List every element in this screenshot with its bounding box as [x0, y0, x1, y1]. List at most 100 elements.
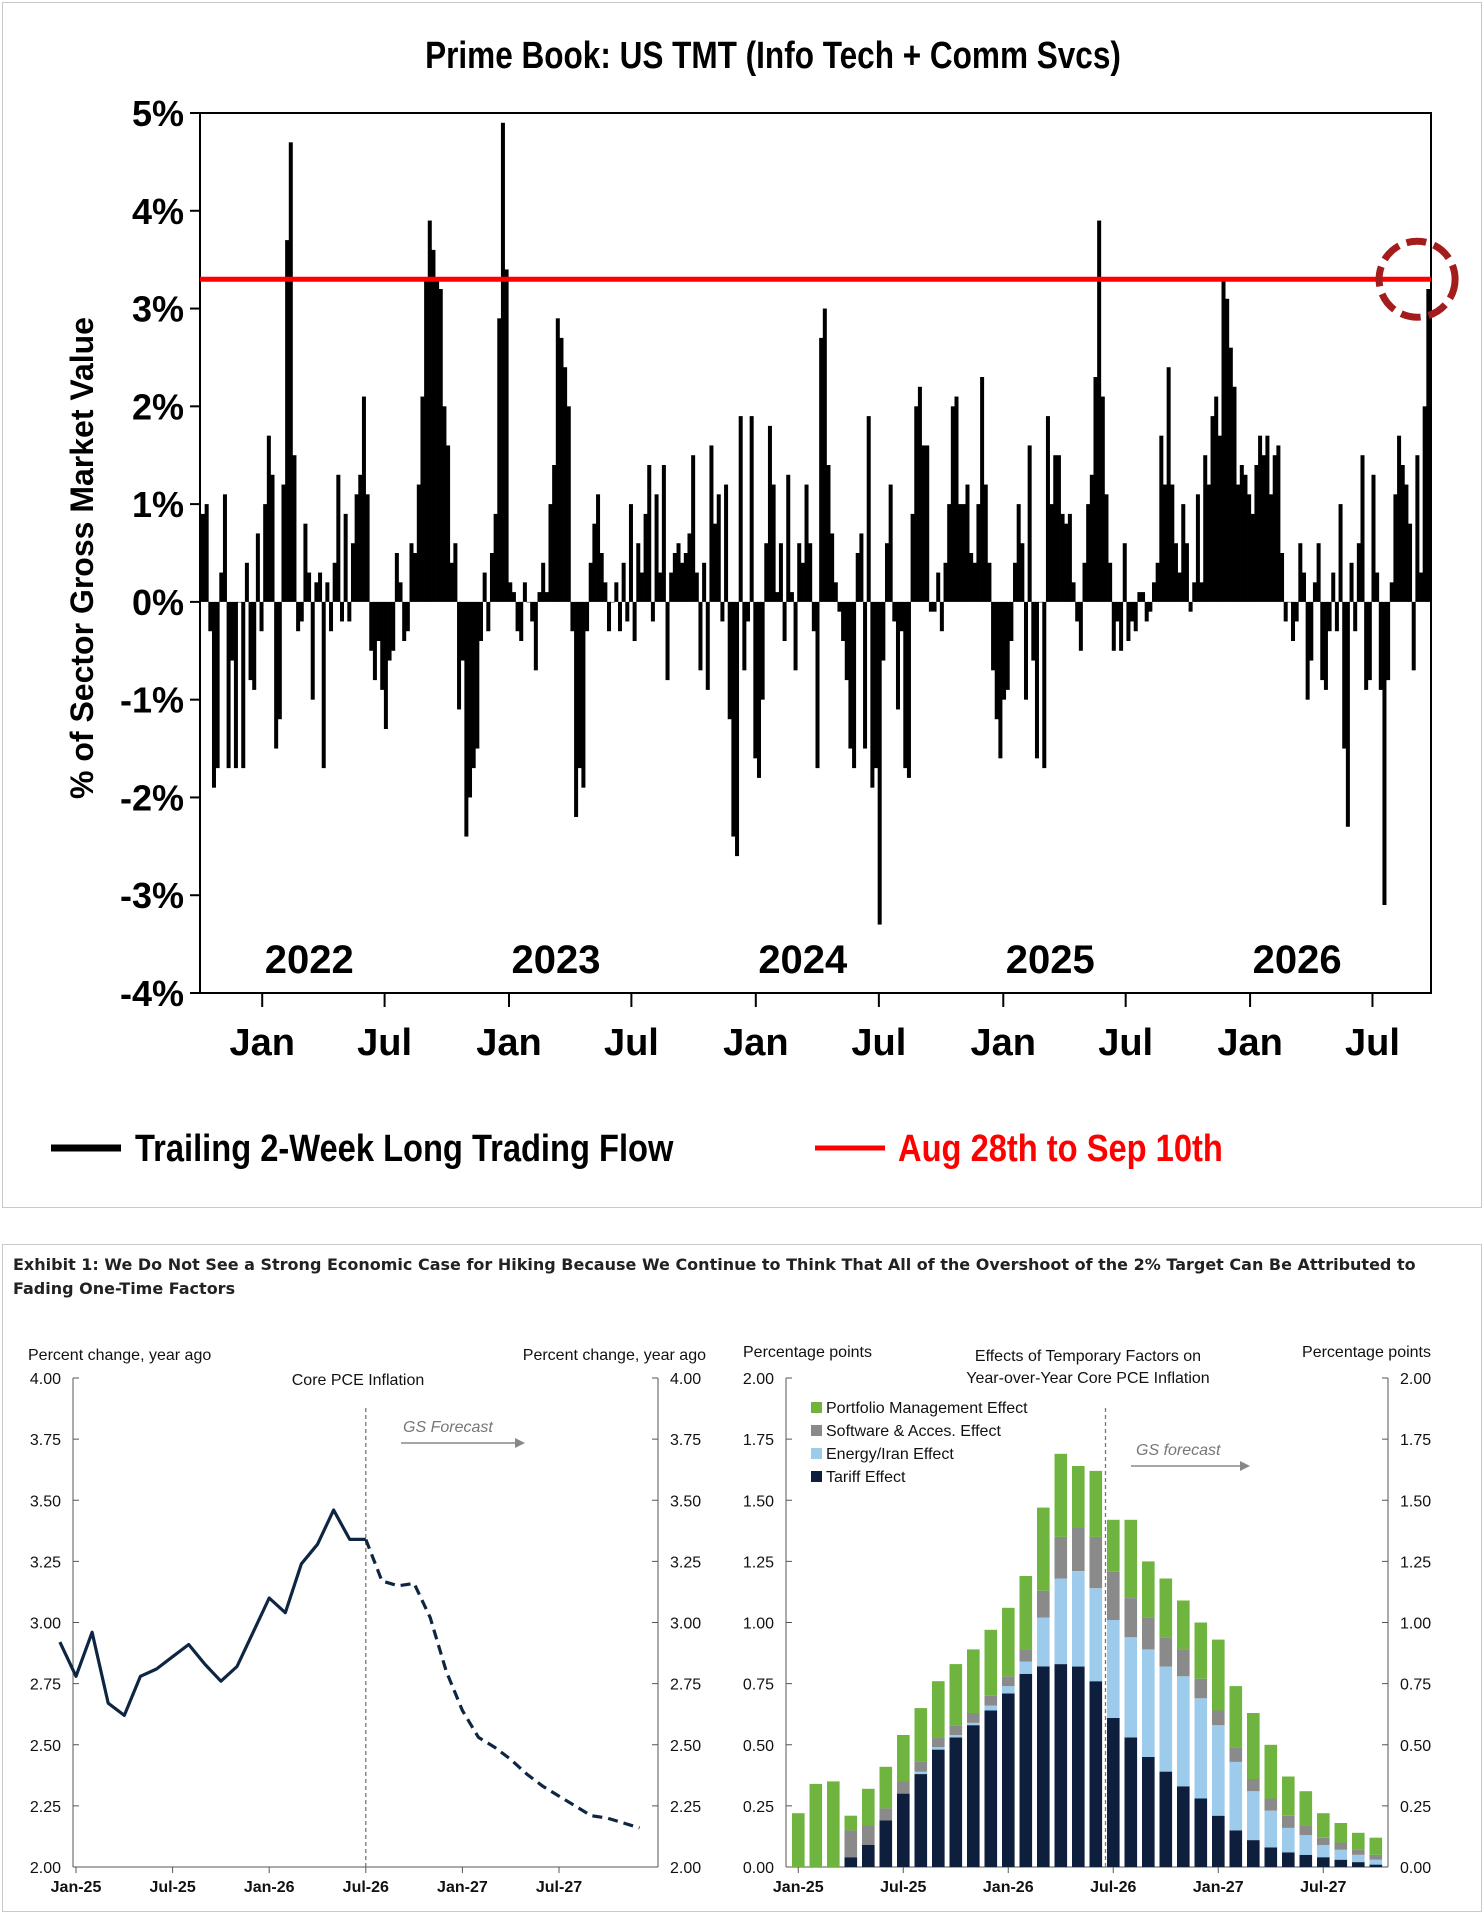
y-axis-label-right: Percent change, year ago [523, 1347, 706, 1364]
bar [361, 396, 366, 602]
y-tick-label: 2.50 [30, 1738, 61, 1755]
bars [201, 122, 1431, 925]
bar [925, 445, 930, 602]
temporary-factors-stacked-chart: 2.00 2.00 1.75 1.75 1.50 1.50 1.25 1.25 1.00 1.00… [743, 1344, 1431, 1896]
bar [497, 318, 502, 602]
bar-segment-energy-iran-effect [932, 1747, 945, 1750]
y-tick-label: 3.50 [30, 1493, 61, 1510]
year-label: 2026 [1253, 938, 1342, 982]
bar [764, 543, 769, 602]
bar-segment-tariff-effect [1159, 1771, 1173, 1867]
bar [928, 601, 933, 612]
bar [1250, 513, 1255, 602]
y-tick-label: -2% [120, 777, 184, 818]
bar-segment-tariff-effect [1352, 1862, 1365, 1867]
bar [515, 601, 520, 632]
bar [1053, 455, 1058, 602]
bar [394, 553, 399, 602]
bar [976, 504, 981, 602]
bar-segment-software-acces-effect [1177, 1649, 1190, 1677]
bar [961, 504, 966, 602]
bar [416, 484, 421, 602]
bar [848, 601, 853, 749]
bar-segment-portfolio-management-effect [967, 1649, 980, 1713]
bar [1287, 601, 1292, 603]
bar-segment-tariff-effect [949, 1737, 963, 1867]
bar [358, 474, 363, 602]
x-tick-label: Jan-25 [51, 1879, 102, 1896]
bar [508, 582, 513, 602]
bar-segment-portfolio-management-effect [809, 1783, 823, 1867]
bar [965, 484, 970, 602]
bar [464, 601, 469, 837]
bar-segment-software-acces-effect [1299, 1825, 1313, 1836]
bar [1360, 455, 1365, 602]
bar-segment-tariff-effect [967, 1725, 980, 1867]
bar [1356, 543, 1361, 602]
bar [1422, 406, 1427, 602]
bar-segment-portfolio-management-effect [1072, 1466, 1085, 1528]
series-line-actual [58, 1508, 366, 1717]
bar [255, 533, 260, 602]
bar [442, 406, 447, 602]
forecast-label: GS Forecast [403, 1419, 493, 1436]
bar [950, 406, 955, 602]
bar [1166, 367, 1171, 602]
bar [639, 572, 644, 602]
bar-segment-software-acces-effect [1159, 1637, 1173, 1667]
bar [460, 601, 465, 661]
bar [782, 601, 787, 641]
bar [1243, 474, 1248, 602]
bar [380, 601, 385, 690]
bar [1104, 494, 1109, 602]
bar [1228, 347, 1233, 602]
bar [222, 494, 227, 602]
y-tick-label: 5% [132, 93, 184, 134]
bar [402, 601, 407, 641]
y-tick-label: 0.00 [743, 1860, 774, 1877]
bar-segment-portfolio-management-effect [914, 1708, 928, 1762]
bar [746, 601, 751, 622]
bar-segment-portfolio-management-effect [984, 1629, 998, 1696]
bar [1126, 601, 1131, 641]
bar-segment-energy-iran-effect [1352, 1854, 1365, 1863]
bar [647, 465, 652, 602]
bar [837, 601, 842, 612]
top-chart-panel: Prime Book: US TMT (Info Tech + Comm Svc… [2, 2, 1482, 1208]
bar-segment-portfolio-management-effect [1107, 1519, 1120, 1572]
bar-segment-software-acces-effect [1054, 1536, 1068, 1579]
bar-segment-portfolio-management-effect [1177, 1600, 1190, 1650]
bar [632, 601, 637, 641]
y-tick-label-right: 4.00 [670, 1371, 701, 1388]
bar [980, 377, 985, 602]
y-tick-label-right: 2.25 [670, 1799, 701, 1816]
bar [855, 553, 860, 602]
bar [391, 601, 396, 651]
bar [1086, 504, 1091, 602]
bar [1060, 513, 1065, 602]
bar [983, 484, 988, 602]
bar-segment-tariff-effect [914, 1774, 928, 1867]
bar [947, 504, 952, 602]
legend-label: Tariff Effect [826, 1469, 906, 1486]
bar [1016, 504, 1021, 602]
bar [219, 572, 224, 602]
bar [1177, 572, 1182, 602]
bar-segment-energy-iran-effect [914, 1771, 928, 1774]
bar [1144, 601, 1149, 622]
bar [1100, 396, 1105, 602]
year-label: 2023 [512, 938, 601, 982]
bar [731, 601, 736, 837]
bar [691, 455, 696, 602]
y-tick-label-right: 0.00 [1400, 1860, 1431, 1877]
bar [475, 601, 480, 749]
bar [339, 601, 344, 622]
year-label: 2022 [265, 938, 354, 982]
bar [468, 601, 473, 798]
bar [398, 582, 403, 602]
bar [1130, 601, 1135, 622]
bar-segment-energy-iran-effect [967, 1722, 980, 1726]
x-tick-label: Jan [723, 1022, 788, 1064]
forecast-arrow-head [515, 1438, 525, 1448]
